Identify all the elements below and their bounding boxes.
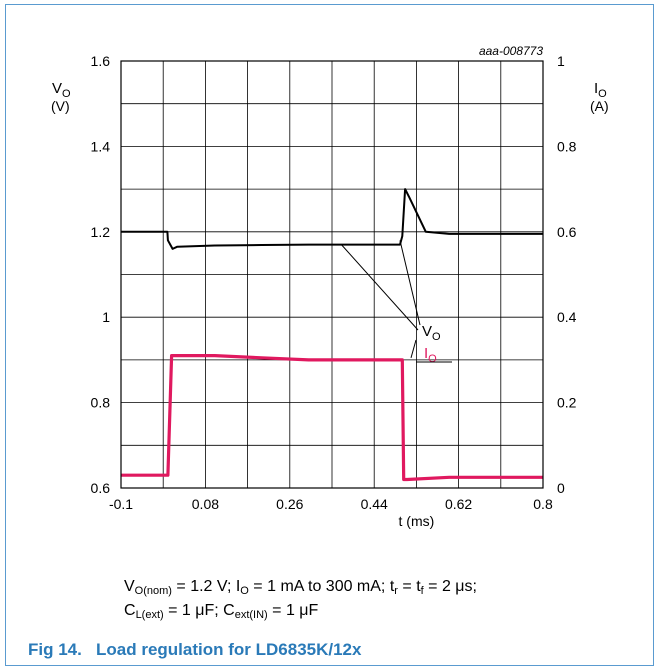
y-left-axis-label: VO	[52, 80, 71, 100]
plot-grid	[121, 61, 543, 488]
y-right-tick-label: 0.6	[557, 224, 577, 240]
figure-caption: Fig 14. Load regulation for LD6835K/12x	[28, 640, 362, 659]
y-right-tick-label: 0.8	[557, 138, 577, 154]
figure-id: aaa-008773	[479, 44, 543, 58]
vo-leader-line	[399, 240, 421, 326]
x-tick-label: 0.8	[533, 496, 553, 512]
y-right-tick-label: 0.4	[557, 309, 577, 325]
series-label-io: IO	[424, 345, 437, 365]
y-left-tick-label: 0.8	[91, 395, 111, 411]
conditions-line-1: VO(nom) = 1.2 V; IO = 1 mA to 300 mA; tr…	[124, 578, 477, 597]
y-left-tick-label: 0.6	[91, 480, 111, 496]
y-right-tick-label: 0.2	[557, 395, 577, 411]
y-left-tick-label: 1.6	[91, 53, 111, 69]
conditions-line-2: CL(ext) = 1 μF; Cext(IN) = 1 μF	[124, 602, 319, 621]
plot-border	[120, 60, 544, 489]
vo-leader-line	[341, 244, 419, 331]
io-leader-line	[410, 339, 417, 359]
series-line-io	[121, 354, 543, 482]
figure-frame: -0.1 0.08 0.26 0.44 0.62 0.8 0.6 0.8 1 1.2 1.4 1.6 0…	[5, 4, 654, 666]
y-left-tick-label: 1	[102, 309, 110, 325]
y-right-axis-label: IO	[594, 80, 607, 100]
x-axis-label: t (ms)	[399, 513, 435, 529]
y-right-axis-unit: (A)	[590, 98, 609, 114]
test-conditions: VO(nom) = 1.2 V; IO = 1 mA to 300 mA; tr…	[124, 575, 477, 623]
x-tick-label: 0.26	[276, 496, 303, 512]
series-label-vo: VO	[422, 323, 441, 343]
x-tick-label: 0.08	[192, 496, 219, 512]
load-regulation-chart: -0.1 0.08 0.26 0.44 0.62 0.8 0.6 0.8 1 1.2 1.4 1.6 0…	[51, 44, 609, 529]
series-line-vo	[121, 188, 543, 250]
y-left-axis-unit: (V)	[51, 98, 70, 114]
y-right-tick-label: 1	[557, 53, 565, 69]
y-left-tick-label: 1.4	[91, 138, 111, 154]
x-tick-label: 0.62	[445, 496, 472, 512]
x-tick-label: -0.1	[109, 496, 133, 512]
y-left-tick-label: 1.2	[91, 224, 111, 240]
x-tick-label: 0.44	[361, 496, 388, 512]
y-right-tick-label: 0	[557, 480, 565, 496]
